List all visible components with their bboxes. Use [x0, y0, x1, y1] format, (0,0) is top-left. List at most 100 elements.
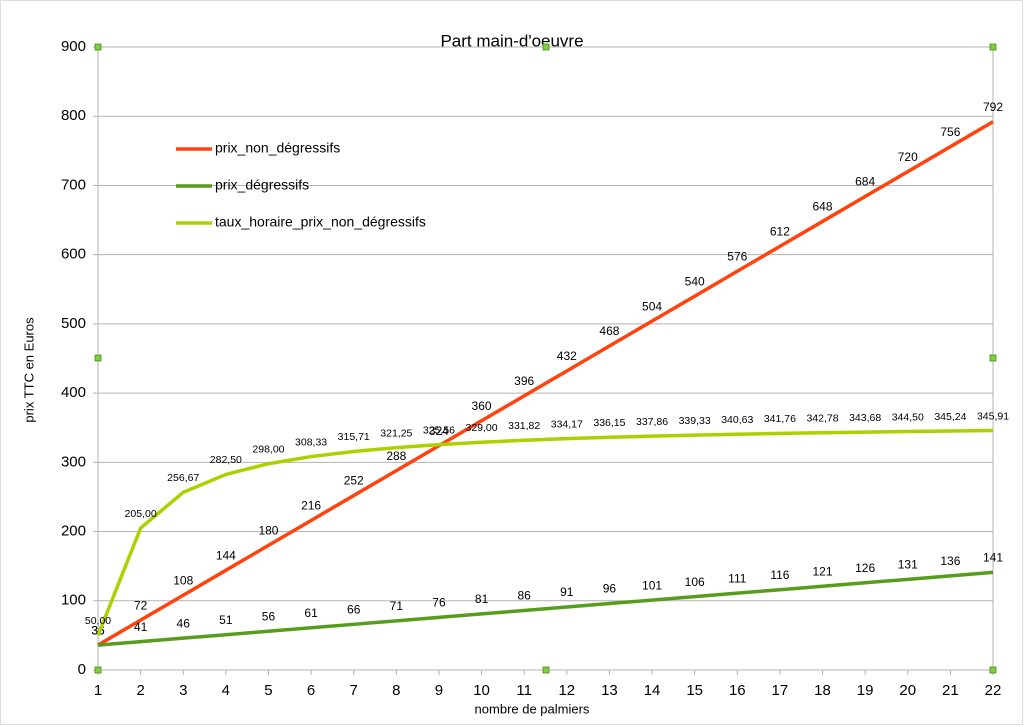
x-tick-label: 22 [985, 682, 1002, 699]
data-label: 56 [262, 609, 276, 623]
x-tick-label: 21 [942, 682, 959, 699]
data-label: 96 [603, 582, 617, 596]
data-label: 341,76 [764, 413, 796, 425]
handle [94, 666, 102, 674]
data-label: 51 [219, 613, 233, 627]
data-label: 432 [557, 349, 577, 363]
y-tick-label: 600 [61, 246, 86, 263]
x-tick-label: 1 [94, 682, 102, 699]
data-label: 180 [258, 524, 278, 538]
data-label: 648 [813, 200, 833, 214]
data-label: 504 [642, 299, 662, 313]
y-tick-label: 400 [61, 384, 86, 401]
data-label: 66 [347, 602, 361, 616]
data-label: 76 [432, 596, 446, 610]
data-label: 612 [770, 225, 790, 239]
data-label: 468 [599, 324, 619, 338]
data-label: 344,50 [892, 411, 924, 423]
data-label: 337,86 [636, 416, 668, 428]
x-tick-label: 6 [307, 682, 315, 699]
x-tick-label: 11 [516, 682, 532, 699]
data-label: 126 [855, 561, 875, 575]
data-label: 71 [390, 599, 404, 613]
series-line [96, 428, 994, 637]
x-tick-label: 13 [601, 682, 618, 699]
handle [542, 666, 550, 674]
y-tick-label: 0 [78, 661, 86, 678]
legend-label: prix_dégressifs [215, 177, 309, 193]
y-tick-label: 200 [61, 523, 86, 540]
data-label: 792 [983, 100, 1003, 114]
chart-title: Part main-d'oeuvre [440, 31, 583, 50]
data-label: 216 [301, 499, 321, 513]
handle [989, 43, 997, 51]
x-tick-label: 10 [473, 682, 490, 699]
data-label: 108 [173, 573, 193, 587]
data-label: 288 [386, 449, 406, 463]
data-label: 321,25 [380, 427, 412, 439]
x-tick-label: 3 [179, 682, 187, 699]
x-tick-label: 17 [772, 682, 789, 699]
legend-label: taux_horaire_prix_non_dégressifs [215, 214, 426, 230]
data-label: 46 [177, 616, 191, 630]
data-label: 345,91 [977, 410, 1009, 422]
data-label: 331,82 [508, 420, 540, 432]
data-label: 106 [685, 575, 705, 589]
legend-label: prix_non_dégressifs [215, 140, 340, 156]
data-label: 684 [855, 175, 875, 189]
data-label: 61 [304, 606, 318, 620]
y-axis-label: prix TTC en Euros [21, 317, 36, 423]
data-label: 116 [770, 568, 789, 582]
data-label: 41 [134, 620, 148, 634]
data-label: 325,56 [423, 424, 455, 436]
data-label: 81 [475, 592, 489, 606]
data-label: 72 [134, 598, 148, 612]
x-tick-label: 7 [350, 682, 358, 699]
x-tick-label: 4 [222, 682, 230, 699]
data-label: 576 [727, 249, 747, 263]
x-tick-label: 18 [814, 682, 831, 699]
data-label: 308,33 [295, 436, 327, 448]
x-tick-label: 9 [435, 682, 443, 699]
data-label: 360 [472, 399, 492, 413]
data-label: 282,50 [210, 454, 242, 466]
y-tick-label: 900 [61, 38, 86, 55]
handle [542, 43, 550, 51]
handle [989, 354, 997, 362]
y-tick-label: 100 [61, 592, 86, 609]
data-label: 298,00 [252, 443, 284, 455]
data-label: 111 [728, 571, 747, 585]
x-tick-label: 15 [686, 682, 703, 699]
x-tick-label: 20 [899, 682, 916, 699]
data-label: 343,68 [849, 412, 881, 424]
x-tick-label: 19 [857, 682, 874, 699]
y-tick-label: 500 [61, 315, 86, 332]
data-label: 339,33 [679, 415, 711, 427]
data-label: 329,00 [466, 422, 498, 434]
handle [94, 354, 102, 362]
data-label: 540 [685, 274, 705, 288]
data-label: 256,67 [167, 472, 199, 484]
x-tick-label: 14 [644, 682, 661, 699]
data-label: 101 [642, 578, 662, 592]
x-tick-label: 2 [136, 682, 144, 699]
data-label: 141 [983, 551, 1003, 565]
data-label: 334,17 [551, 418, 583, 430]
y-tick-label: 300 [61, 453, 86, 470]
data-label: 121 [813, 564, 833, 578]
data-label: 345,24 [934, 411, 966, 423]
data-label: 340,63 [721, 414, 753, 426]
series-line [97, 120, 994, 647]
data-label: 136 [940, 554, 960, 568]
data-label: 131 [898, 557, 918, 571]
data-label: 205,00 [125, 508, 157, 520]
data-label: 144 [216, 548, 236, 562]
data-label: 315,71 [338, 431, 370, 443]
selection-handles [94, 43, 997, 674]
data-label: 336,15 [593, 417, 625, 429]
x-tick-label: 12 [558, 682, 575, 699]
x-tick-label: 16 [729, 682, 746, 699]
series-line [97, 570, 994, 647]
